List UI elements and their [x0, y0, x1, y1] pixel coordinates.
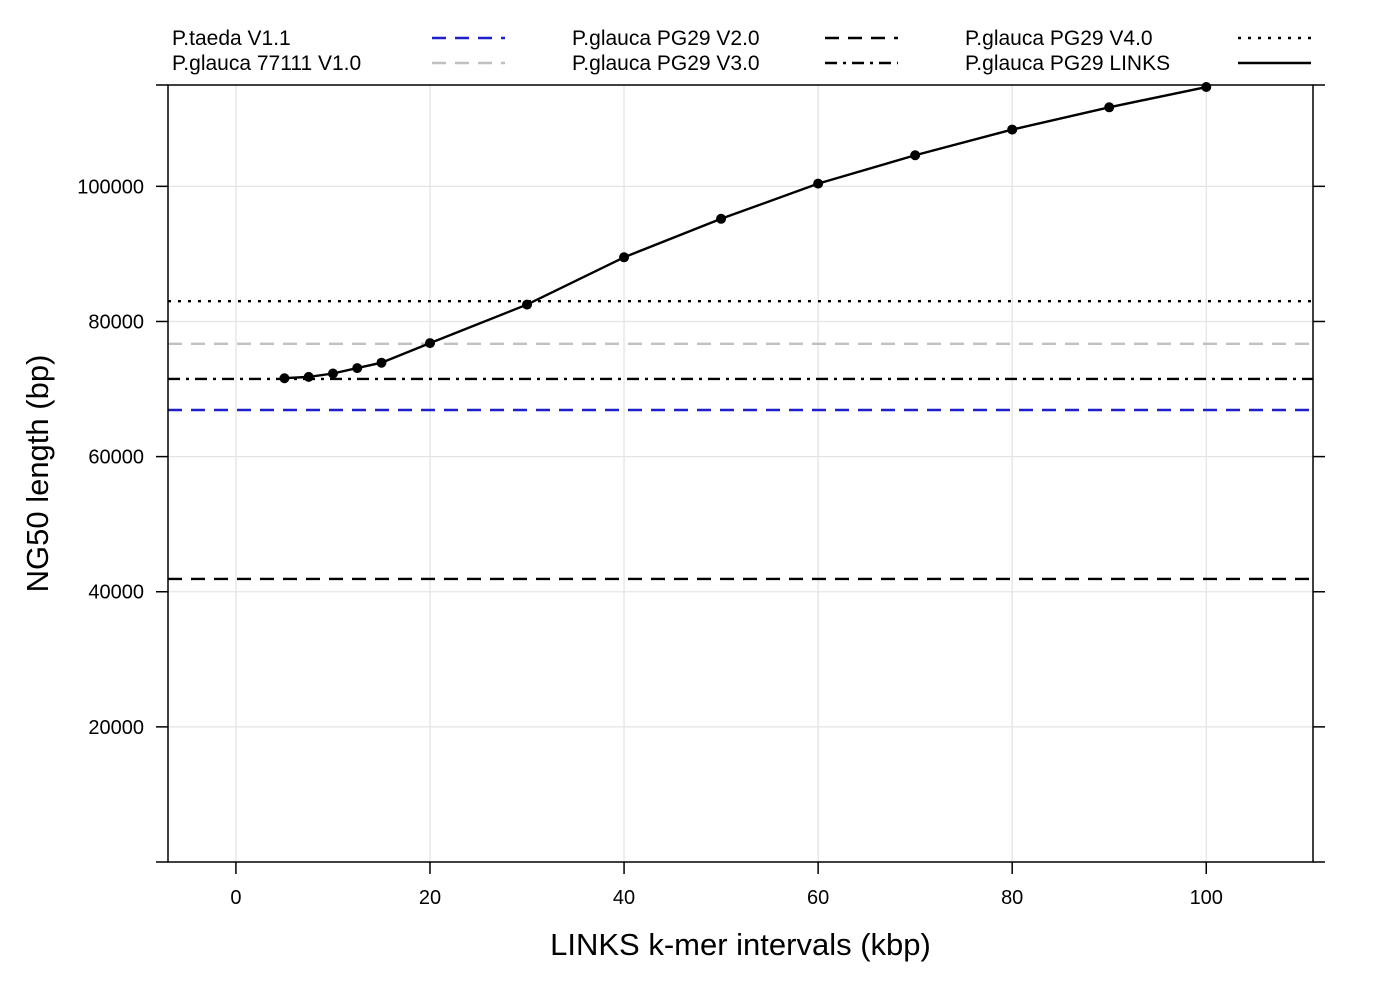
x-tick-label: 80	[1001, 887, 1023, 909]
data-point	[279, 373, 290, 384]
legend: P.taeda V1.1P.glauca 77111 V1.0 P.glauca …	[172, 27, 1311, 75]
y-tick-label: 80000	[88, 311, 144, 333]
data-point	[327, 368, 338, 379]
data-point	[376, 357, 387, 368]
y-tick-label: 100000	[77, 176, 144, 198]
x-tick-label: 100	[1190, 887, 1223, 909]
x-tick-label: 0	[230, 887, 241, 909]
y-tick-label: 40000	[88, 582, 144, 604]
legend-label: P.glauca PG29 V3.0	[572, 52, 760, 75]
data-point	[424, 338, 435, 349]
x-axis-title: LINKS k-mer intervals (kbp)	[550, 927, 931, 962]
x-tick-label: 60	[807, 887, 829, 909]
x-tick-label: 20	[419, 887, 441, 909]
legend-label: P.glauca 77111 V1.0	[172, 52, 361, 75]
y-tick-label: 60000	[88, 447, 144, 469]
legend-label: P.glauca PG29 LINKS	[965, 52, 1170, 75]
data-point	[1007, 124, 1018, 135]
x-tick-label: 40	[613, 887, 635, 909]
data-point	[352, 363, 363, 374]
data-point	[813, 178, 824, 189]
reference-lines	[168, 300, 1313, 581]
y-tick-label: 20000	[88, 717, 144, 739]
data-point	[716, 213, 727, 224]
series-line	[284, 85, 1207, 380]
grid-lines	[168, 85, 1313, 862]
data-point	[1104, 102, 1115, 113]
legend-label: P.glauca PG29 V4.0	[965, 27, 1153, 50]
axis-ticks: 0 20 40 60 80 100 20000 40000 60000 80000 100000	[77, 84, 1325, 909]
plot-frame	[167, 84, 1314, 863]
data-point	[619, 252, 630, 263]
legend-label: P.glauca PG29 V2.0	[572, 27, 760, 50]
legend-label: P.taeda V1.1	[172, 27, 291, 50]
y-axis-title: NG50 length (bp)	[20, 355, 55, 593]
data-point	[522, 299, 533, 310]
links-series	[279, 82, 1212, 384]
data-point	[1201, 82, 1212, 93]
data-point	[910, 150, 921, 161]
data-point	[303, 371, 314, 382]
